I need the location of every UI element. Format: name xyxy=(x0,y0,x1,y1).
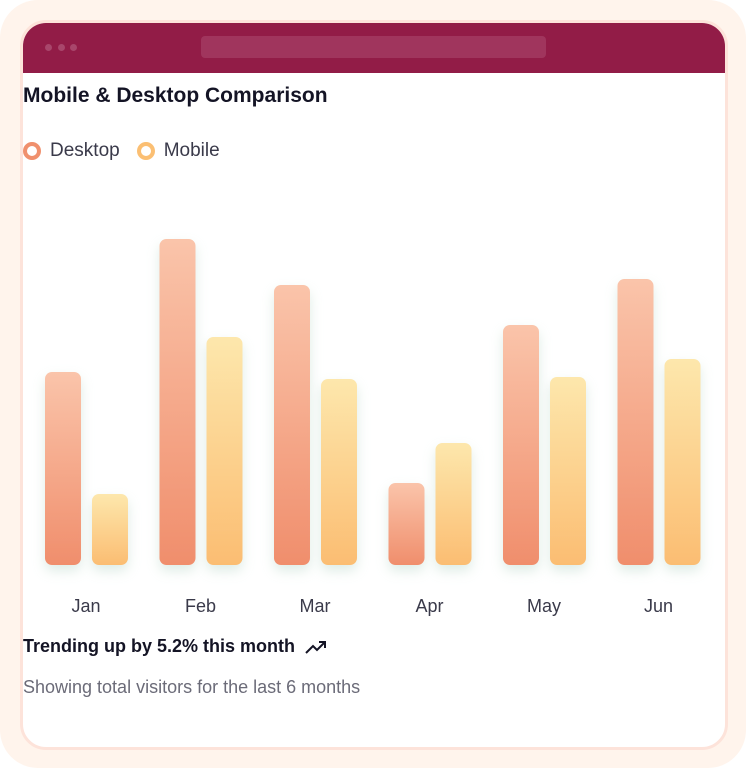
legend-item-desktop[interactable]: Desktop xyxy=(23,140,120,162)
mobile-swatch-icon xyxy=(136,142,155,160)
x-tick-label: Feb xyxy=(185,596,216,616)
chart-title: Mobile & Desktop Comparison xyxy=(23,84,328,107)
bar-mobile-feb[interactable] xyxy=(206,337,243,565)
browser-window xyxy=(20,20,728,750)
chart-description: Showing total visitors for the last 6 mo… xyxy=(23,677,361,697)
legend-label: Desktop xyxy=(50,140,120,161)
x-tick-label: Apr xyxy=(415,596,443,616)
x-tick-label: Jun xyxy=(644,596,673,616)
window-dot-icon xyxy=(70,44,77,51)
bar-desktop-jan[interactable] xyxy=(45,372,81,565)
browser-title-bar xyxy=(23,23,725,73)
bar-desktop-may[interactable] xyxy=(503,325,539,565)
legend-label: Mobile xyxy=(163,140,220,161)
bar-desktop-jun[interactable] xyxy=(617,279,654,565)
bar-mobile-jan[interactable] xyxy=(92,494,128,565)
x-tick-label: Jan xyxy=(71,596,100,616)
window-dot-icon xyxy=(45,44,52,51)
window-dot-icon xyxy=(58,44,65,51)
legend-item-mobile[interactable]: Mobile xyxy=(136,140,220,162)
trend-label: Trending up by 5.2% this month xyxy=(23,636,296,656)
bar-mobile-mar[interactable] xyxy=(321,379,357,565)
x-tick-label: May xyxy=(527,596,561,616)
bar-desktop-apr[interactable] xyxy=(388,483,425,565)
bar-desktop-feb[interactable] xyxy=(159,239,196,565)
bar-mobile-jun[interactable] xyxy=(664,359,701,565)
bar-desktop-mar[interactable] xyxy=(274,285,310,565)
bar-mobile-apr[interactable] xyxy=(435,443,472,565)
desktop-swatch-icon xyxy=(23,142,41,160)
trend-text: Trending up by 5.2% this month xyxy=(23,636,327,657)
address-bar[interactable] xyxy=(201,36,546,58)
legend: Desktop Mobile xyxy=(23,140,237,162)
x-tick-label: Mar xyxy=(300,596,331,616)
bar-mobile-may[interactable] xyxy=(550,377,586,565)
trending-up-icon xyxy=(305,640,327,654)
